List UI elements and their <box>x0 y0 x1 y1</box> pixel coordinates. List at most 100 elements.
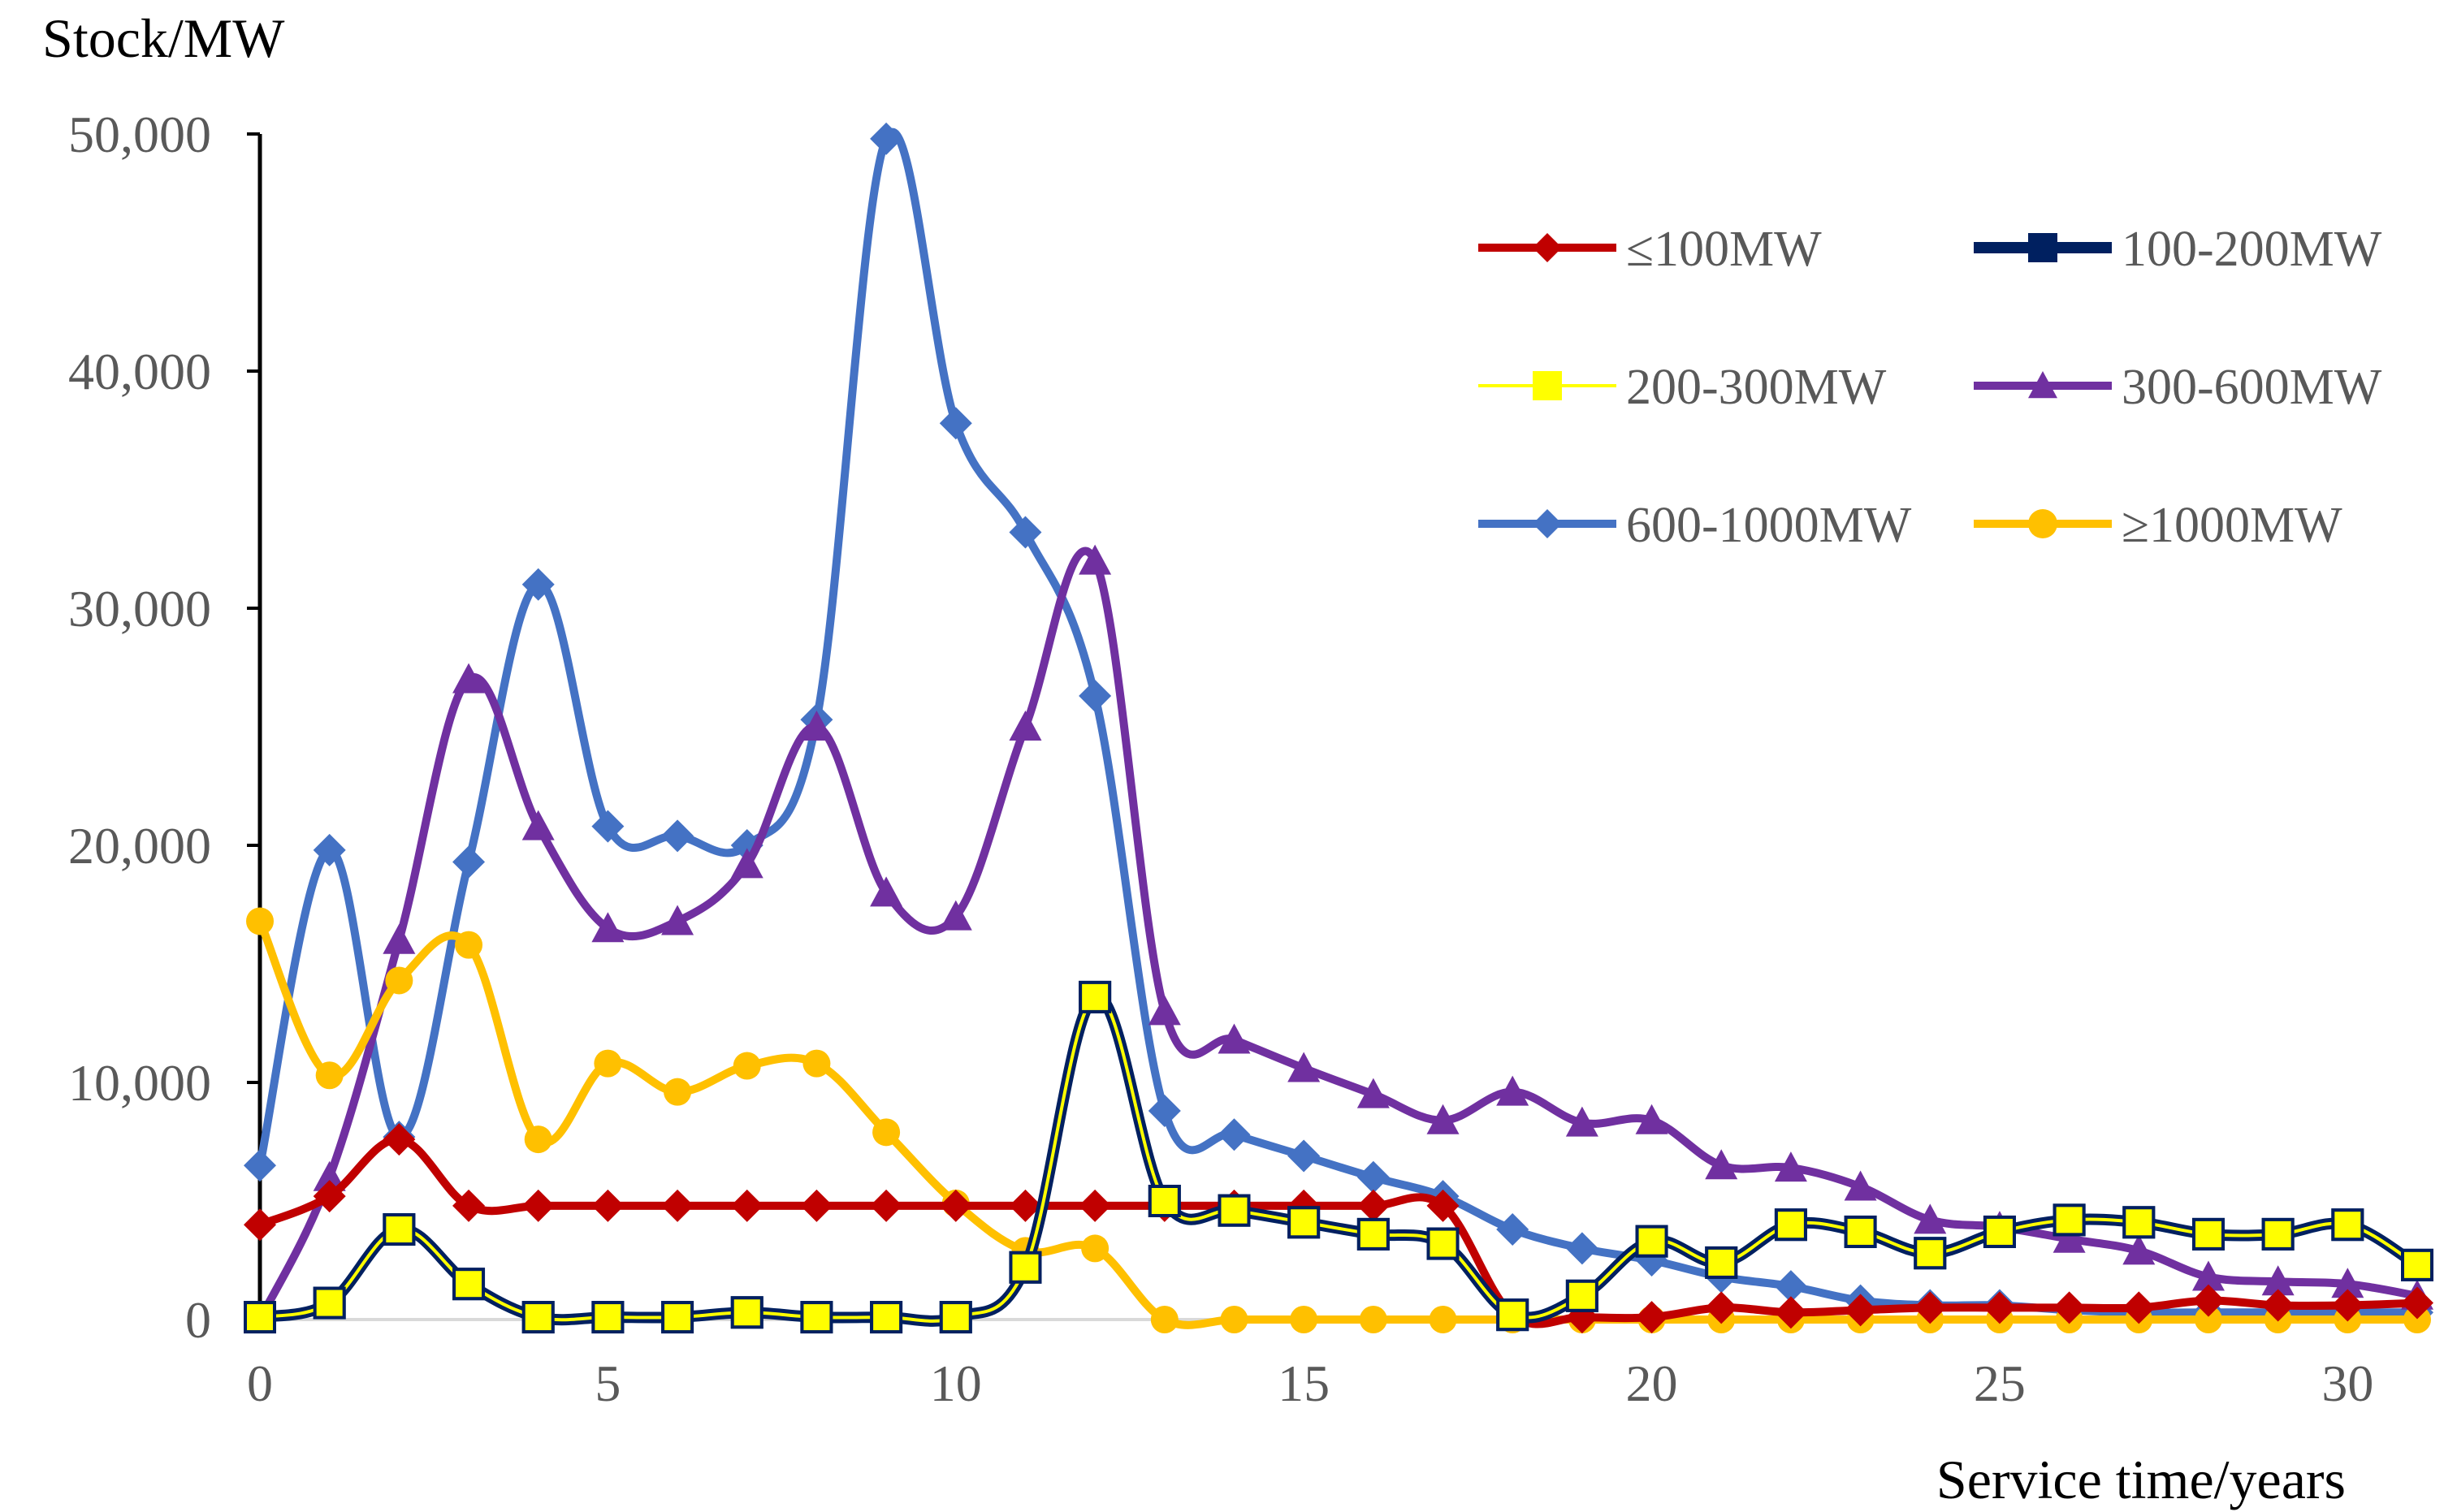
series-5-point <box>802 1049 831 1078</box>
series-2-point <box>244 1301 276 1334</box>
series-5-point <box>1290 1306 1318 1333</box>
series-2-point <box>1009 1251 1042 1284</box>
series-3-point <box>2261 1265 2295 1296</box>
series-2-point <box>1148 1185 1181 1217</box>
series-0-point <box>870 1189 903 1222</box>
series-3-point <box>452 663 486 693</box>
series-3-point <box>730 848 763 879</box>
series-4-point <box>1148 1095 1181 1128</box>
y-tick-label: 50,000 <box>68 106 211 163</box>
series-2-point <box>800 1301 833 1334</box>
series-5-point <box>1429 1306 1457 1333</box>
series-5-point <box>385 966 413 995</box>
series-0-point <box>2191 1284 2225 1317</box>
legend-item-2: 200-300MW <box>1478 360 1887 415</box>
series-3-point <box>1565 1106 1598 1137</box>
series-5-point <box>1150 1306 1179 1333</box>
series-1 <box>244 980 2433 1334</box>
series-2-point <box>1705 1246 1738 1279</box>
series-4-point <box>591 810 625 843</box>
series-3-point <box>939 900 972 931</box>
series-5-point <box>1359 1306 1387 1333</box>
x-tick-label: 5 <box>595 1354 621 1412</box>
series-3-point <box>661 905 694 935</box>
legend-label: ≥1000MW <box>2122 498 2342 553</box>
series-5-point <box>2194 1306 2222 1333</box>
series-5-point <box>2403 1306 2431 1333</box>
series-2-point <box>2122 1206 2156 1239</box>
series-2-point <box>870 1301 903 1334</box>
series-5-point <box>455 931 483 959</box>
x-tick-label: 20 <box>1626 1354 1678 1412</box>
legend-label: 200-300MW <box>1626 360 1887 415</box>
series-3-point <box>2053 1222 2086 1253</box>
series-5-point <box>594 1049 622 1078</box>
series-0-point <box>1774 1296 1807 1329</box>
legend-label: 100-200MW <box>2122 222 2382 277</box>
series-0-point <box>2053 1291 2086 1324</box>
series-0-point <box>1426 1189 1460 1222</box>
y-ticks: 0 10,000 20,000 30,000 40,000 50,000 <box>68 106 260 1349</box>
series-3-point <box>1496 1075 1529 1106</box>
series-4-point <box>1565 1232 1598 1265</box>
series-3-point <box>1218 1023 1251 1054</box>
series-3-point <box>1079 544 1112 575</box>
y-tick-label: 20,000 <box>68 817 211 875</box>
series-3-point <box>383 923 416 954</box>
series-0-point <box>1844 1294 1877 1327</box>
series-2-point <box>1914 1237 1947 1270</box>
x-tick-label: 15 <box>1278 1354 1330 1412</box>
x-tick-label: 25 <box>1974 1354 2026 1412</box>
series-3-point <box>870 876 903 907</box>
series-3-point <box>1635 1104 1668 1134</box>
series-5-point <box>664 1078 692 1106</box>
series-4-point <box>1496 1213 1529 1246</box>
series-3-point <box>2122 1234 2156 1265</box>
series-0-point <box>1914 1291 1947 1324</box>
series-5-point <box>315 1061 344 1090</box>
series-5-point <box>1220 1306 1248 1333</box>
series-2-point <box>1844 1215 1877 1248</box>
series-2-point <box>1496 1298 1529 1332</box>
series-3-point <box>1844 1170 1877 1201</box>
legend-swatch-marker <box>1533 233 1562 262</box>
series-3-point <box>591 912 625 943</box>
series-1-line <box>258 991 2420 1327</box>
series-4-point <box>521 568 555 601</box>
series-5-point <box>872 1118 901 1147</box>
legend-label: 600-1000MW <box>1626 498 1912 553</box>
series-2-point <box>2401 1248 2433 1281</box>
series-0-point <box>1983 1291 2016 1324</box>
series-3-point <box>313 1160 346 1191</box>
series-2-point <box>939 1301 972 1334</box>
series-0-point <box>1079 1189 1112 1222</box>
series-4 <box>244 122 2433 1329</box>
legend-label: ≤100MW <box>1626 222 1822 277</box>
series-0-point <box>313 1180 346 1213</box>
series-2-point <box>2261 1217 2295 1251</box>
series-2-point <box>313 1286 346 1320</box>
series-0-point <box>452 1189 486 1222</box>
series-2-point <box>1287 1206 1321 1239</box>
series-4-point <box>939 407 972 440</box>
series-3-point <box>1705 1149 1738 1180</box>
series-3-point <box>1287 1052 1321 1082</box>
series-2-point <box>1356 1217 1390 1251</box>
series-4-point <box>1079 680 1112 713</box>
series-2-point <box>383 1213 416 1246</box>
legend-item-4: 600-1000MW <box>1478 498 1912 553</box>
series-5-point <box>524 1125 552 1154</box>
series-0-point <box>1356 1189 1390 1222</box>
series-2-point <box>661 1301 694 1334</box>
series-3-point <box>2191 1260 2225 1291</box>
series-2 <box>244 980 2433 1334</box>
series-5-point <box>1081 1234 1110 1263</box>
series-4-line <box>256 127 2417 1317</box>
legend-swatch-marker <box>1533 509 1562 538</box>
series-3-point <box>1009 711 1042 741</box>
y-tick-label: 30,000 <box>68 580 211 637</box>
series-0-point <box>591 1189 625 1222</box>
series-2-point <box>730 1296 763 1329</box>
series-2-point <box>1079 980 1112 1013</box>
